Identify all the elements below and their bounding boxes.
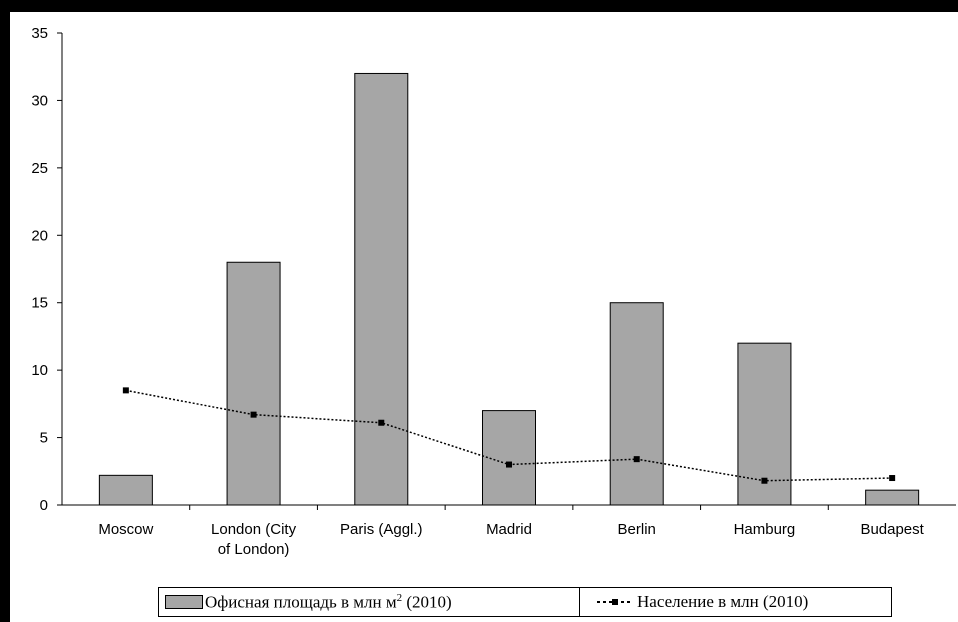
x-category-label-1: London (City of London) bbox=[211, 521, 297, 558]
population-point-6 bbox=[889, 475, 896, 482]
bar-4 bbox=[609, 302, 664, 506]
y-tick-label-5: 25 bbox=[31, 160, 48, 177]
x-category-label-5: Hamburg bbox=[734, 521, 796, 538]
bar-2 bbox=[354, 72, 409, 506]
x-category-label-2: Paris (Aggl.) bbox=[340, 521, 423, 538]
bar-3 bbox=[482, 410, 536, 506]
legend-swatch-bar bbox=[165, 595, 203, 610]
y-tick-label-6: 30 bbox=[31, 92, 48, 109]
legend-item-population: Население в млн (2010) bbox=[595, 592, 808, 612]
y-tick-label-2: 10 bbox=[31, 362, 48, 379]
legend-item-office-space: Офисная площадь в млн м2 (2010) bbox=[165, 592, 452, 613]
population-point-3 bbox=[506, 461, 512, 468]
chart-frame: 0 5 10 15 20 25 30 35 Moscow London (City of Lond… bbox=[10, 12, 958, 622]
chart-legend: Офисная площадь в млн м2 (2010) Населени… bbox=[158, 587, 892, 617]
legend-label-population: Население в млн (2010) bbox=[637, 592, 809, 611]
y-tick-label-1: 5 bbox=[40, 430, 48, 447]
population-point-4 bbox=[633, 456, 640, 463]
x-category-label-3: Madrid bbox=[486, 521, 532, 538]
population-point-2 bbox=[378, 419, 385, 426]
y-tick-label-4: 20 bbox=[31, 227, 48, 244]
population-point-5 bbox=[761, 477, 768, 484]
x-category-label-0: Moscow bbox=[98, 521, 153, 538]
legend-separator bbox=[579, 588, 580, 616]
y-tick-label-0: 0 bbox=[40, 497, 48, 514]
legend-label-office-space: Офисная площадь в млн м2 (2010) bbox=[205, 592, 452, 612]
x-category-label-6: Budapest bbox=[860, 521, 924, 538]
bar-1 bbox=[226, 261, 281, 506]
legend-swatch-line bbox=[597, 599, 633, 605]
bar-line-chart: 0 5 10 15 20 25 30 35 Moscow London (City of Lond… bbox=[31, 25, 956, 558]
x-category-label-4: Berlin bbox=[618, 521, 656, 538]
bar-6 bbox=[865, 489, 920, 506]
population-point-0 bbox=[122, 387, 129, 394]
population-point-1 bbox=[250, 411, 257, 418]
y-tick-label-3: 15 bbox=[31, 295, 48, 312]
y-tick-label-7: 35 bbox=[31, 25, 48, 42]
bar-0 bbox=[98, 474, 153, 506]
